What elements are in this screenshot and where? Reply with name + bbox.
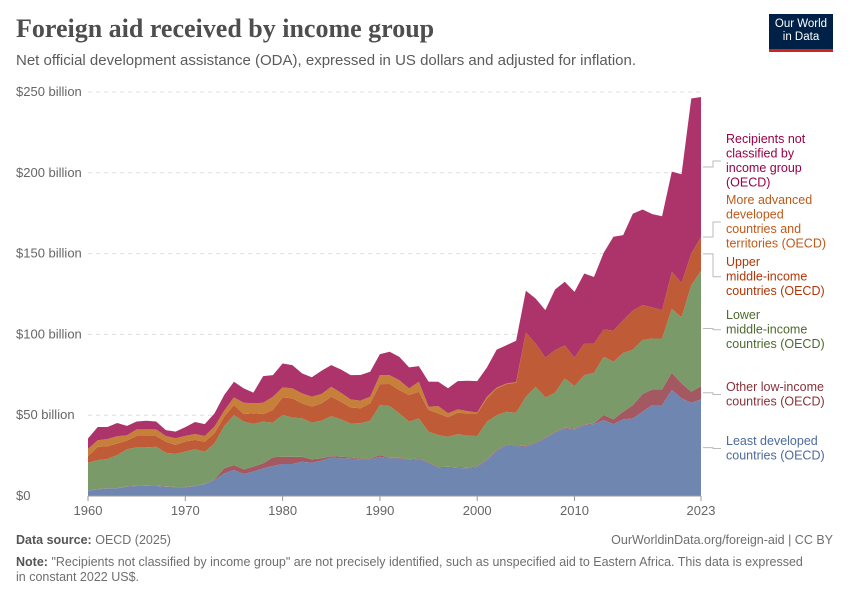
series-label: Upper	[726, 255, 760, 269]
note-text: "Recipients not classified by income gro…	[16, 555, 803, 584]
source-value[interactable]: OECD (2025)	[95, 533, 171, 547]
x-tick-label: 1980	[268, 503, 297, 518]
y-tick-label: $50 billion	[16, 407, 75, 422]
label-connector	[703, 392, 721, 395]
series-label: (OECD)	[726, 176, 770, 190]
series-label: Lower	[726, 308, 760, 322]
label-connector	[703, 221, 721, 238]
series-label: classified by	[726, 147, 795, 161]
series-label: More advanced	[726, 193, 812, 207]
x-tick-label: 1970	[171, 503, 200, 518]
source-url[interactable]: OurWorldinData.org/foreign-aid | CC BY	[611, 533, 833, 547]
data-source: Data source: OECD (2025)	[16, 533, 171, 547]
x-tick-label: 1960	[74, 503, 103, 518]
series-label: Least developed	[726, 434, 818, 448]
series-label: countries (OECD)	[726, 449, 825, 463]
label-connector	[703, 447, 721, 449]
y-tick-label: $0	[16, 488, 30, 503]
chart-subtitle: Net official development assistance (ODA…	[16, 52, 637, 69]
y-tick-label: $250 billion	[16, 84, 82, 99]
series-label: income group	[726, 161, 802, 175]
x-tick-label: 2010	[560, 503, 589, 518]
area-lower-middle-income-countries-oecd	[88, 270, 701, 491]
area-least-developed-countries-oecd	[88, 389, 701, 496]
series-label: countries (OECD)	[726, 284, 825, 298]
source-label: Data source:	[16, 533, 92, 547]
series-label: countries (OECD)	[726, 337, 825, 351]
series-label: middle-income	[726, 270, 807, 284]
area-upper-middle-income-countries-oecd	[88, 236, 701, 463]
y-tick-label: $200 billion	[16, 165, 82, 180]
y-tick-label: $150 billion	[16, 246, 82, 261]
series-label: territories (OECD)	[726, 237, 826, 251]
series-label: countries and	[726, 222, 801, 236]
series-label: Other low-income	[726, 380, 824, 394]
area-more-advanced-developed-countries-and-territories-oecd	[88, 236, 701, 457]
label-connector	[703, 253, 721, 278]
series-label: developed	[726, 208, 784, 222]
x-tick-label: 1990	[365, 503, 394, 518]
series-label: countries (OECD)	[726, 395, 825, 409]
note: Note: "Recipients not classified by inco…	[16, 555, 816, 585]
series-label: Recipients not	[726, 132, 806, 146]
label-connector	[703, 160, 721, 168]
note-label: Note:	[16, 555, 48, 569]
x-tick-label: 2023	[687, 503, 716, 518]
chart-title: Foreign aid received by income group	[16, 14, 435, 43]
owid-logo[interactable]: Our World in Data	[769, 14, 833, 52]
label-connector	[703, 328, 721, 331]
x-tick-label: 2000	[463, 503, 492, 518]
series-label: middle-income	[726, 323, 807, 337]
y-tick-label: $100 billion	[16, 326, 82, 341]
